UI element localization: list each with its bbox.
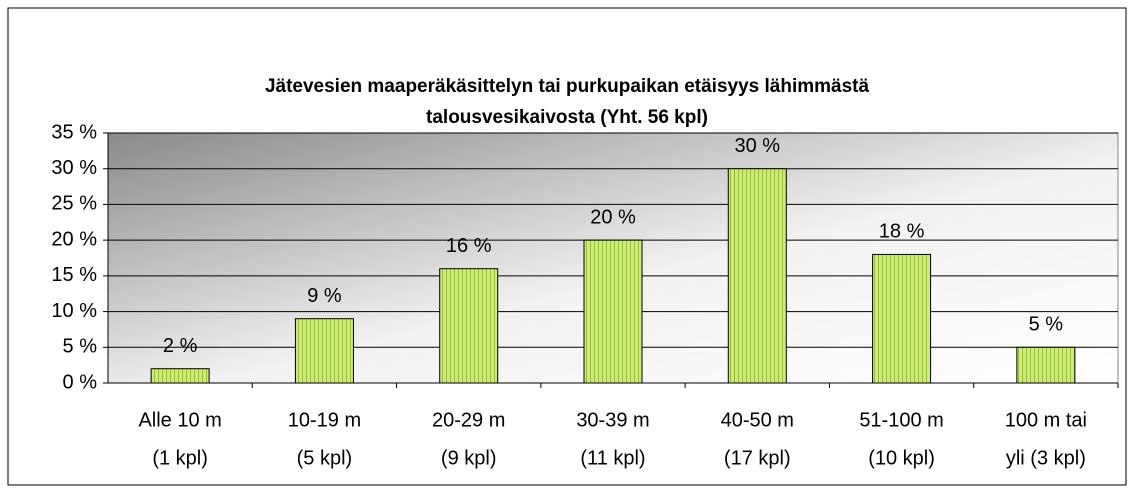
- y-tick-label: 35 %: [51, 121, 97, 143]
- x-tick-label: (9 kpl): [441, 447, 497, 469]
- bar: [583, 239, 643, 384]
- value-label: 2 %: [163, 335, 198, 357]
- value-label: 9 %: [307, 285, 342, 307]
- y-tick-label: 5 %: [63, 336, 98, 358]
- chart-title: Jätevesien maaperäkäsittelyn tai purkupa…: [265, 76, 870, 97]
- x-tick-label: (5 kpl): [297, 447, 353, 469]
- bar: [150, 368, 210, 384]
- value-label: 20 %: [590, 206, 636, 228]
- x-tick-label: Alle 10 m: [138, 409, 221, 431]
- x-tick-label: 10-19 m: [288, 409, 361, 431]
- x-tick-label: 51-100 m: [859, 409, 944, 431]
- x-tick-label: (17 kpl): [724, 447, 791, 469]
- x-tick-label: 40-50 m: [721, 409, 794, 431]
- x-tick-label: (10 kpl): [868, 447, 935, 469]
- bar: [294, 318, 354, 384]
- value-label: 30 %: [734, 135, 780, 157]
- y-tick-label: 15 %: [51, 264, 97, 286]
- x-tick-label: (1 kpl): [152, 447, 208, 469]
- x-tick-label: 100 m tai: [1005, 409, 1087, 431]
- x-tick-label: (11 kpl): [580, 447, 645, 469]
- value-label: 16 %: [446, 235, 492, 257]
- y-tick-label: 30 %: [51, 157, 97, 179]
- bar: [872, 253, 932, 384]
- bar: [727, 168, 787, 384]
- y-tick-label: 0 %: [63, 371, 98, 393]
- bar: [439, 268, 499, 384]
- bar: [1016, 346, 1076, 384]
- y-tick-label: 25 %: [51, 193, 97, 215]
- y-tick-label: 10 %: [51, 300, 97, 322]
- x-tick-label: 20-29 m: [432, 409, 505, 431]
- x-tick-label: 30-39 m: [576, 409, 649, 431]
- value-label: 18 %: [879, 221, 925, 243]
- y-tick-label: 20 %: [51, 228, 97, 250]
- value-label: 5 %: [1029, 314, 1064, 336]
- chart-title: talousvesikaivosta (Yht. 56 kpl): [426, 107, 708, 128]
- x-tick-label: yli (3 kpl): [1006, 447, 1086, 469]
